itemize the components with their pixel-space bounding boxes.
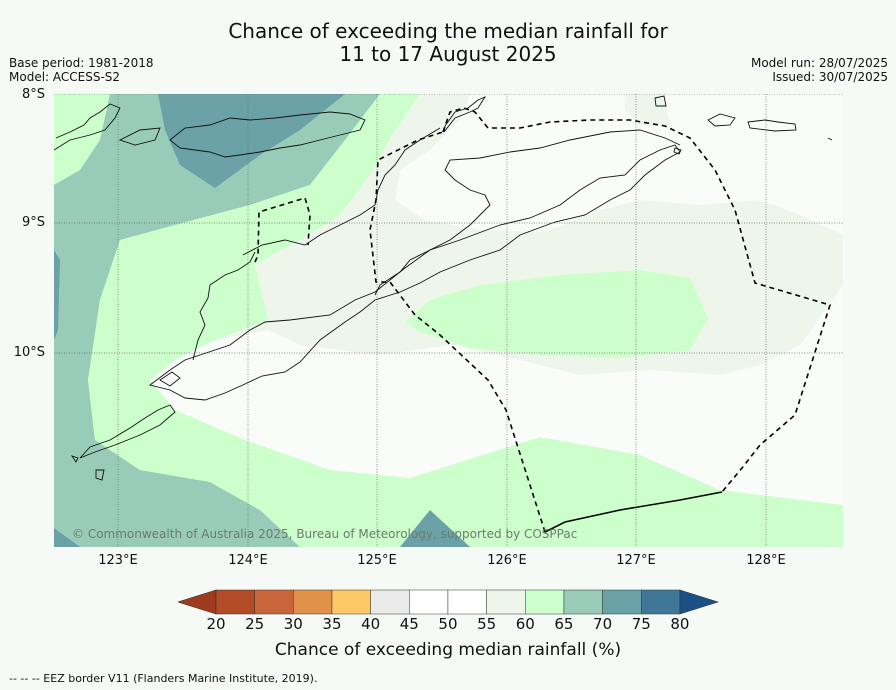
issued-date: Issued: 30/07/2025 bbox=[772, 70, 888, 84]
colorbar-cell bbox=[254, 589, 294, 615]
lon-label-126e: 126°E bbox=[487, 553, 527, 568]
zone-60-65-west bbox=[88, 94, 843, 547]
zone-70-75-left-edge bbox=[54, 250, 60, 340]
north-center-islands bbox=[443, 96, 487, 133]
colorbar-cell bbox=[525, 589, 565, 615]
copyright-credit: © Commonwealth of Australia 2025, Bureau… bbox=[72, 527, 578, 541]
colorbar-cell bbox=[447, 589, 487, 615]
colorbar-cell bbox=[602, 589, 642, 615]
colorbar-cell bbox=[409, 589, 449, 615]
colorbar-tick-label: 30 bbox=[283, 615, 303, 633]
lon-label-125e: 125°E bbox=[357, 553, 397, 568]
colorbar-label: Chance of exceeding median rainfall (%) bbox=[274, 640, 622, 660]
colorbar-tick-label: 70 bbox=[593, 615, 613, 633]
timor-north-coast bbox=[242, 127, 441, 256]
ne-islands bbox=[654, 95, 833, 141]
map-title: Chance of exceeding the median rainfall … bbox=[0, 20, 896, 66]
timor-coast bbox=[148, 144, 681, 401]
lat-label-9s: 9°S bbox=[21, 215, 45, 230]
northwest-islands bbox=[54, 103, 161, 151]
colorbar-cell bbox=[486, 589, 526, 615]
colorbar-cell bbox=[293, 589, 333, 615]
colorbar-tick-label: 35 bbox=[322, 615, 342, 633]
gridlines bbox=[54, 94, 843, 547]
eez-line-main bbox=[442, 107, 832, 493]
wetar-coast bbox=[374, 129, 681, 296]
jaco-island bbox=[673, 147, 682, 155]
colorbar-arrow-high bbox=[679, 589, 719, 615]
colorbar-tick-label: 65 bbox=[554, 615, 574, 633]
colorbar-tick-label: 75 bbox=[631, 615, 651, 633]
colorbar-arrow-low bbox=[178, 589, 217, 615]
zone-70-75-southeast bbox=[400, 510, 470, 547]
colorbar-cell bbox=[370, 589, 410, 615]
rainfall-map bbox=[54, 94, 843, 547]
eez-footnote: -- -- -- EEZ border V11 (Flanders Marine… bbox=[9, 672, 318, 685]
model-run: Model run: 28/07/2025 bbox=[750, 56, 888, 70]
colorbar-tick-label: 80 bbox=[670, 615, 690, 633]
colorbar-cell bbox=[331, 589, 371, 615]
small-islands bbox=[70, 371, 181, 481]
colorbar-tick-label: 60 bbox=[515, 615, 535, 633]
zone-60-65-corner bbox=[54, 94, 110, 185]
base-period: Base period: 1981-2018 bbox=[9, 56, 154, 70]
colorbar bbox=[178, 589, 719, 615]
north-islands-coast bbox=[169, 111, 366, 158]
colorbar-tick-label: 50 bbox=[438, 615, 458, 633]
eez-border-solid-south bbox=[544, 491, 723, 533]
meta-right: Model run: 28/07/2025 Issued: 30/07/2025 bbox=[751, 56, 888, 84]
colorbar-cell bbox=[563, 589, 603, 615]
lon-label-123e: 123°E bbox=[98, 553, 138, 568]
colorbar-cell bbox=[215, 589, 255, 615]
colorbar-tick-label: 40 bbox=[361, 615, 381, 633]
eez-line-south bbox=[369, 131, 546, 533]
lat-label-10s: 10°S bbox=[13, 345, 45, 360]
zone-60-65-central bbox=[405, 270, 708, 358]
colorbar-tick-label: 25 bbox=[245, 615, 265, 633]
meta-left: Base period: 1981-2018 Model: ACCESS-S2 bbox=[9, 56, 154, 84]
timor-west-coast bbox=[192, 251, 256, 361]
rote-coast bbox=[79, 404, 176, 459]
title-line-1: Chance of exceeding the median rainfall … bbox=[228, 19, 668, 43]
colorbar-tick-label: 55 bbox=[477, 615, 497, 633]
zone-70-75-north bbox=[158, 94, 345, 188]
colorbar-tick-label: 20 bbox=[206, 615, 226, 633]
coastlines bbox=[54, 95, 833, 481]
title-line-2: 11 to 17 August 2025 bbox=[339, 42, 557, 66]
colorbar-tick-label: 45 bbox=[399, 615, 419, 633]
eez-border bbox=[254, 107, 832, 533]
lon-label-124e: 124°E bbox=[228, 553, 268, 568]
model-name: Model: ACCESS-S2 bbox=[9, 70, 121, 84]
lon-label-128e: 128°E bbox=[746, 553, 786, 568]
zone-65-70-left bbox=[54, 94, 380, 547]
lon-label-127e: 127°E bbox=[616, 553, 656, 568]
eez-line-west bbox=[254, 196, 311, 263]
zone-70-75-south bbox=[54, 528, 80, 547]
lat-label-8s: 8°S bbox=[21, 87, 45, 102]
colorbar-cell bbox=[641, 589, 681, 615]
